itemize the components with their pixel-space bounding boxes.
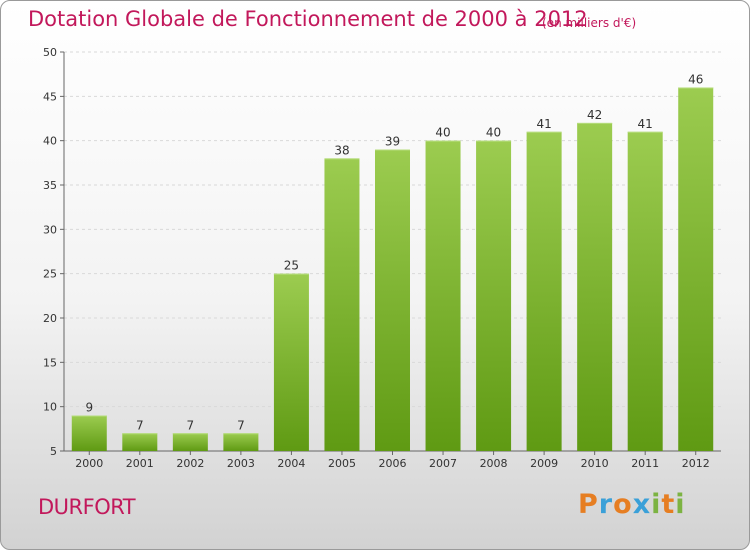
data-label: 40: [435, 126, 450, 140]
bar: [122, 433, 158, 451]
y-tick-label: 45: [43, 90, 57, 103]
proxiti-logo: Proxiti: [578, 489, 686, 520]
x-tick-label: 2001: [126, 457, 154, 470]
x-tick-label: 2010: [581, 457, 609, 470]
bar: [71, 415, 107, 451]
data-label: 46: [688, 72, 703, 86]
data-label: 41: [536, 117, 551, 131]
bar: [172, 433, 208, 451]
logo-letter: i: [675, 489, 686, 520]
logo-letter: P: [578, 489, 599, 520]
x-tick-label: 2007: [429, 457, 457, 470]
logo-letter: t: [661, 489, 676, 520]
data-label: 39: [385, 135, 400, 149]
y-tick-label: 50: [43, 46, 57, 59]
y-tick-label: 25: [43, 268, 57, 281]
data-label: 9: [85, 401, 93, 415]
x-tick-label: 2003: [227, 457, 255, 470]
data-label: 40: [486, 126, 501, 140]
data-label: 7: [187, 418, 195, 432]
bar: [273, 273, 309, 451]
bar: [375, 149, 410, 452]
bar: [577, 122, 613, 451]
x-tick-label: 2009: [530, 457, 558, 470]
bar: [678, 87, 714, 451]
x-tick-label: 2005: [328, 457, 356, 470]
x-tick-label: 2004: [277, 457, 305, 470]
unit-label: (en milliers d'€): [542, 16, 637, 30]
y-tick-label: 10: [43, 401, 57, 414]
x-tick-label: 2011: [631, 457, 659, 470]
x-tick-label: 2006: [379, 457, 407, 470]
logo-letter: o: [613, 489, 633, 520]
logo-letter: r: [598, 489, 614, 520]
bar: [476, 140, 512, 451]
x-tick-label: 2008: [480, 457, 508, 470]
data-label: 38: [334, 143, 349, 157]
y-tick-label: 20: [43, 312, 57, 325]
chart-title: Dotation Globale de Fonctionnement de 20…: [28, 7, 588, 31]
bar: [526, 131, 562, 452]
x-tick-label: 2000: [75, 457, 103, 470]
data-label: 41: [638, 117, 653, 131]
bar: [324, 158, 360, 451]
y-tick-label: 15: [43, 356, 57, 369]
commune-name: DURFORT: [38, 495, 136, 519]
x-tick-label: 2012: [682, 457, 710, 470]
y-tick-label: 30: [43, 223, 57, 236]
bar: [425, 140, 461, 451]
y-tick-label: 35: [43, 179, 57, 192]
data-label: 7: [136, 418, 144, 432]
data-label: 42: [587, 108, 602, 122]
logo-letter: i: [651, 489, 662, 520]
data-label: 7: [237, 418, 245, 432]
data-label: 25: [284, 259, 299, 273]
x-tick-label: 2002: [176, 457, 204, 470]
y-tick-label: 5: [50, 445, 57, 458]
y-tick-label: 40: [43, 135, 57, 148]
logo-letter: x: [632, 489, 652, 520]
bar: [627, 131, 663, 452]
bar: [223, 433, 259, 451]
